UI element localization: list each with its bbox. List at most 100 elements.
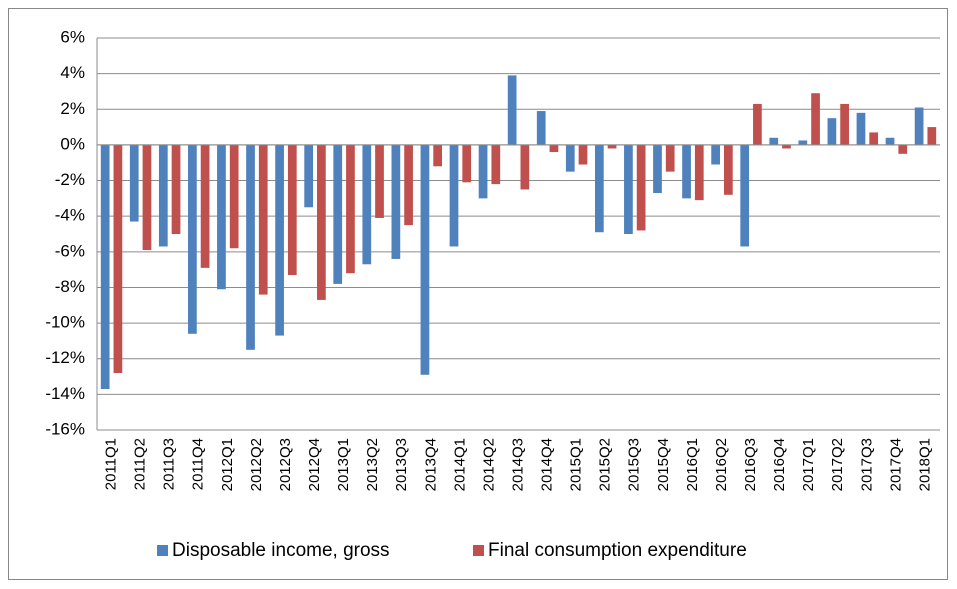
y-tick-label: 6% [60, 27, 85, 46]
bar [158, 144, 168, 247]
x-tick-label: 2017Q2 [829, 438, 846, 491]
bar [246, 144, 255, 350]
x-tick-label: 2013Q4 [422, 438, 439, 491]
y-tick-label: 0% [60, 134, 85, 153]
x-tick-label: 2012Q4 [306, 438, 323, 491]
bar [565, 144, 575, 172]
bar [287, 144, 297, 275]
bar [607, 144, 617, 149]
x-tick-label: 2017Q4 [887, 438, 904, 491]
bar [578, 144, 588, 165]
x-tick-label: 2016Q4 [771, 438, 788, 491]
bar [200, 144, 210, 268]
y-tick-label: 2% [60, 99, 85, 118]
bar [753, 103, 762, 145]
bar [782, 144, 791, 149]
x-tick-label: 2013Q2 [364, 438, 381, 491]
x-tick-label: 2013Q3 [393, 438, 410, 491]
x-tick-label: 2014Q4 [539, 438, 556, 491]
bar [420, 144, 430, 375]
bar [927, 127, 937, 145]
legend-swatch [473, 545, 484, 556]
x-tick-label: 2015Q2 [597, 438, 614, 491]
bar [811, 93, 820, 145]
x-tick-label: 2015Q3 [626, 438, 643, 491]
bar [769, 137, 779, 145]
bar [798, 140, 808, 145]
bar [711, 144, 720, 165]
x-tick-label: 2016Q2 [713, 438, 730, 491]
bar [113, 144, 123, 373]
bar [217, 144, 226, 290]
bar [694, 144, 704, 201]
x-tick-label: 2012Q1 [219, 438, 236, 491]
x-tick-label: 2011Q3 [161, 438, 178, 490]
bar [507, 75, 517, 145]
bar [636, 144, 646, 231]
y-tick-label: -2% [55, 170, 85, 189]
bar [433, 144, 443, 167]
x-tick-label: 2012Q3 [277, 438, 294, 491]
bar [914, 107, 924, 145]
bar [375, 144, 384, 218]
y-tick-label: -4% [55, 206, 85, 225]
bar [740, 144, 750, 247]
x-tick-label: 2016Q3 [742, 438, 759, 491]
bar [317, 144, 326, 300]
bar [229, 144, 239, 249]
bar [491, 144, 501, 185]
chart-border [8, 8, 948, 580]
x-tick-label: 2015Q4 [655, 438, 672, 491]
bar [129, 144, 139, 222]
bar [362, 144, 372, 265]
x-tick-label: 2012Q2 [248, 438, 265, 491]
bar [624, 144, 633, 234]
bar [171, 144, 181, 234]
bar [520, 144, 530, 190]
bar [723, 144, 733, 195]
y-tick-label: -16% [45, 419, 85, 438]
x-tick-label: 2011Q4 [190, 438, 207, 490]
y-tick-label: -8% [55, 277, 85, 296]
y-tick-label: 4% [60, 63, 85, 82]
x-tick-label: 2011Q2 [132, 438, 149, 490]
bar [840, 103, 849, 145]
y-tick-label: -14% [45, 384, 85, 403]
legend-swatch [157, 545, 168, 556]
bar [478, 144, 488, 199]
x-tick-label: 2017Q3 [858, 438, 875, 491]
bar [333, 144, 343, 284]
legend-label: Disposable income, gross [172, 540, 390, 561]
bar [549, 144, 559, 153]
x-tick-label: 2014Q2 [480, 438, 497, 491]
bar [275, 144, 284, 336]
bar [869, 132, 879, 145]
x-tick-label: 2013Q1 [335, 438, 352, 491]
x-tick-label: 2015Q1 [568, 438, 585, 491]
x-tick-label: 2016Q1 [684, 438, 701, 491]
bar [536, 111, 546, 145]
y-tick-label: -12% [45, 348, 85, 367]
bar [100, 144, 110, 390]
bar [391, 144, 401, 259]
bar [682, 144, 691, 199]
x-tick-label: 2011Q1 [103, 438, 120, 490]
bar [404, 144, 413, 226]
bar [898, 144, 908, 154]
y-tick-label: -10% [45, 313, 85, 332]
bar [346, 144, 355, 274]
bar [827, 118, 837, 145]
bar [653, 144, 662, 194]
bar [449, 144, 459, 247]
legend-label: Final consumption expenditure [488, 540, 747, 561]
bar [462, 144, 472, 183]
y-tick-label: -6% [55, 241, 85, 260]
x-tick-label: 2014Q3 [509, 438, 526, 491]
x-tick-label: 2018Q1 [916, 438, 933, 491]
x-tick-label: 2014Q1 [451, 438, 468, 491]
bar [142, 144, 152, 251]
x-tick-label: 2017Q1 [800, 438, 817, 491]
bar [258, 144, 268, 295]
bar [304, 144, 314, 208]
